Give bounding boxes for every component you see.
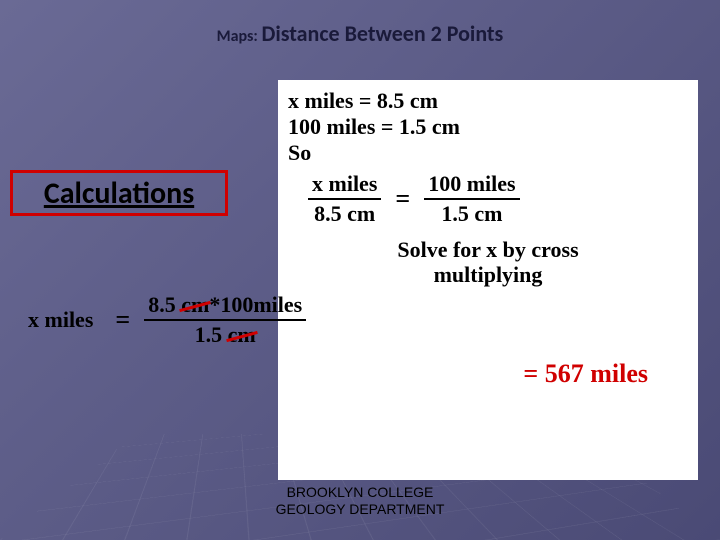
equals-2: = xyxy=(115,305,130,335)
frac1-numerator: x miles xyxy=(308,172,381,196)
cross-multiply-row: x miles = 8.5 cm*100miles 1.5 cm xyxy=(28,293,688,347)
solve-text: Solve for x by cross multiplying xyxy=(288,238,688,286)
x-label: x miles xyxy=(28,307,93,333)
fraction-2: 100 miles 1.5 cm xyxy=(424,172,519,226)
slide-title: Maps: Distance Between 2 Points xyxy=(0,20,720,47)
cross-numerator: 8.5 cm*100miles xyxy=(144,293,306,317)
footer-line-1: BROOKLYN COLLEGE xyxy=(0,484,720,501)
frac2-numerator: 100 miles xyxy=(424,172,519,196)
math-panel: x miles = 8.5 cm 100 miles = 1.5 cm So x… xyxy=(278,80,698,480)
footer: BROOKLYN COLLEGE GEOLOGY DEPARTMENT xyxy=(0,484,720,518)
frac1-bar xyxy=(308,198,381,200)
equation-line-1: x miles = 8.5 cm xyxy=(288,88,688,114)
proportion-row: x miles 8.5 cm = 100 miles 1.5 cm xyxy=(308,172,688,226)
strike-cm-2: cm xyxy=(228,323,256,347)
calculations-label: Calculations xyxy=(44,175,194,212)
equation-line-2: 100 miles = 1.5 cm xyxy=(288,114,688,140)
footer-line-2: GEOLOGY DEPARTMENT xyxy=(0,501,720,518)
answer-text: = 567 miles xyxy=(288,359,688,389)
frac2-denominator: 1.5 cm xyxy=(437,202,506,226)
solve-line-2: multiplying xyxy=(434,262,543,287)
cross-bar xyxy=(144,319,306,321)
solve-line-1: Solve for x by cross xyxy=(397,237,578,262)
fraction-1: x miles 8.5 cm xyxy=(308,172,381,226)
frac2-bar xyxy=(424,198,519,200)
so-label: So xyxy=(288,140,688,166)
cross-denominator: 1.5 cm xyxy=(191,323,260,347)
title-main: Distance Between 2 Points xyxy=(261,20,503,47)
strike-cm-1: cm xyxy=(181,293,209,317)
title-prefix: Maps: xyxy=(217,27,258,46)
calculations-box: Calculations xyxy=(10,170,228,216)
cross-fraction: 8.5 cm*100miles 1.5 cm xyxy=(144,293,306,347)
equals-1: = xyxy=(395,184,410,214)
frac1-denominator: 8.5 cm xyxy=(310,202,379,226)
